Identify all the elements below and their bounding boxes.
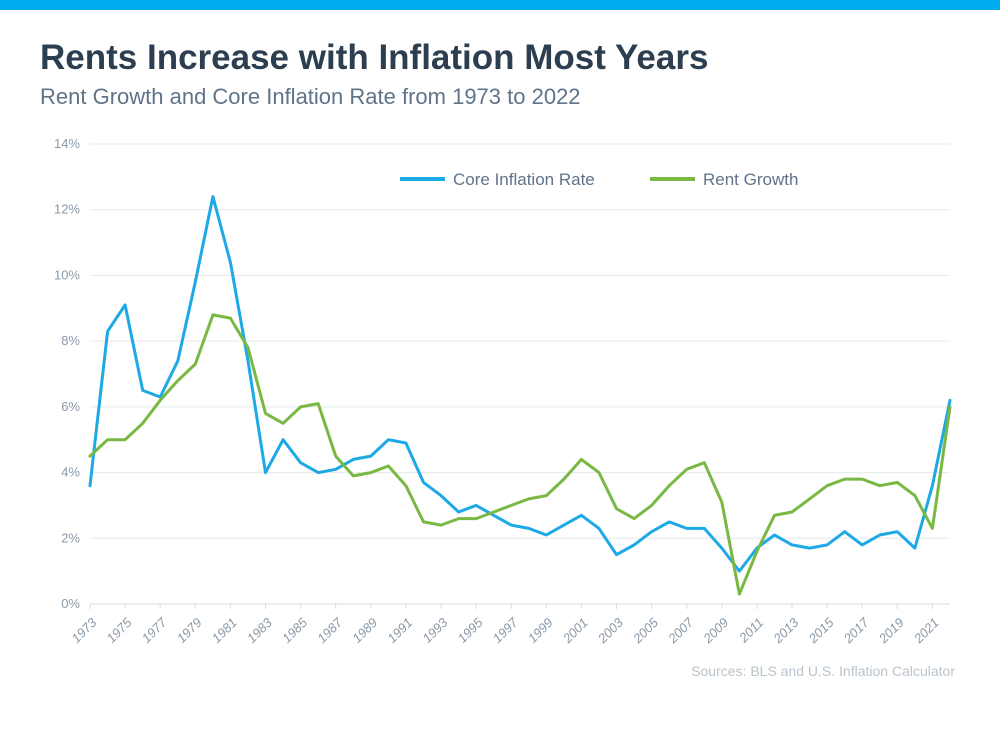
x-axis-tick-label: 1985	[279, 614, 311, 646]
x-axis-tick-label: 1975	[104, 614, 136, 646]
chart-container: Rents Increase with Inflation Most Years…	[0, 10, 1000, 694]
x-axis-tick-label: 1987	[314, 614, 346, 646]
x-axis-tick-label: 2019	[875, 615, 907, 647]
y-axis-tick-label: 2%	[61, 530, 80, 545]
y-axis-tick-label: 14%	[54, 136, 80, 151]
line-chart-svg: 0%2%4%6%8%10%12%14%197319751977197919811…	[40, 134, 960, 684]
x-axis-tick-label: 2003	[594, 614, 626, 646]
legend-label: Rent Growth	[703, 170, 798, 189]
legend-label: Core Inflation Rate	[453, 170, 595, 189]
chart-title: Rents Increase with Inflation Most Years	[40, 38, 960, 78]
x-axis-tick-label: 1979	[174, 615, 205, 646]
x-axis-tick-label: 1983	[244, 614, 276, 646]
y-axis-tick-label: 12%	[54, 202, 80, 217]
x-axis-tick-label: 2011	[735, 615, 766, 646]
x-axis-tick-label: 2005	[629, 614, 661, 646]
x-axis-tick-label: 1997	[490, 614, 522, 646]
y-axis-tick-label: 6%	[61, 399, 80, 414]
x-axis-tick-label: 2001	[559, 615, 591, 647]
x-axis-tick-label: 1991	[384, 615, 415, 646]
x-axis-tick-label: 2015	[805, 614, 837, 646]
x-axis-tick-label: 2007	[664, 614, 696, 646]
x-axis-tick-label: 1973	[68, 614, 100, 646]
source-attribution: Sources: BLS and U.S. Inflation Calculat…	[691, 663, 955, 679]
x-axis-tick-label: 1977	[139, 614, 171, 646]
y-axis-tick-label: 8%	[61, 333, 80, 348]
series-line	[90, 315, 950, 594]
x-axis-tick-label: 2013	[770, 614, 802, 646]
x-axis-tick-label: 1981	[209, 615, 240, 646]
x-axis-tick-label: 2009	[700, 615, 732, 647]
x-axis-tick-label: 1999	[525, 615, 556, 646]
series-line	[90, 197, 950, 571]
y-axis-tick-label: 10%	[54, 267, 80, 282]
chart-area: 0%2%4%6%8%10%12%14%197319751977197919811…	[40, 134, 960, 684]
y-axis-tick-label: 4%	[61, 465, 80, 480]
x-axis-tick-label: 1995	[455, 614, 487, 646]
x-axis-tick-label: 1989	[349, 615, 380, 646]
y-axis-tick-label: 0%	[61, 596, 80, 611]
accent-bar	[0, 0, 1000, 10]
chart-subtitle: Rent Growth and Core Inflation Rate from…	[40, 84, 960, 110]
x-axis-tick-label: 1993	[419, 614, 451, 646]
x-axis-tick-label: 2021	[910, 615, 942, 647]
x-axis-tick-label: 2017	[840, 614, 872, 646]
